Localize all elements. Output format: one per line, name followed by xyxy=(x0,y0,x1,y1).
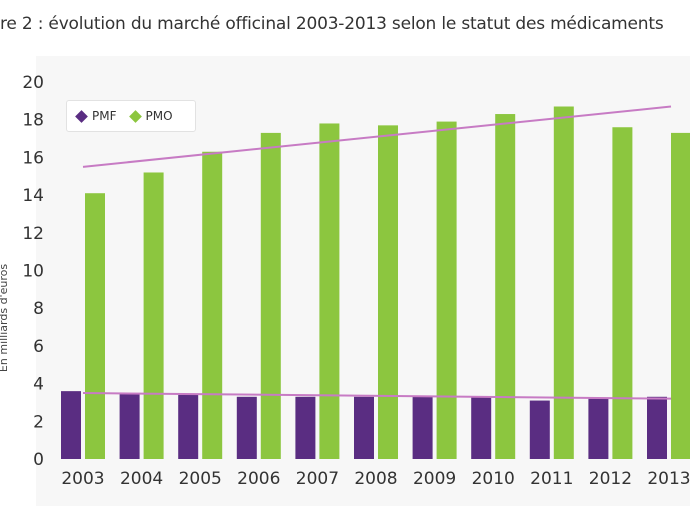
bar-pmo-2006 xyxy=(260,132,281,459)
x-tick-label: 2004 xyxy=(120,469,163,489)
legend-item-pmo: PMO xyxy=(128,109,173,123)
x-tick-label: 2006 xyxy=(237,469,280,489)
legend-label-pmf: PMF xyxy=(92,109,117,123)
bar-pmf-2011 xyxy=(529,400,550,459)
y-axis-label: En milliards d'euros xyxy=(0,264,10,372)
bar-pmf-2005 xyxy=(178,394,199,459)
bar-pmf-2012 xyxy=(588,398,609,459)
bar-pmo-2011 xyxy=(553,106,574,459)
x-axis-ticks: 2003 2004 2005 2006 2007 2008 2009 2010 2011 2012… xyxy=(61,469,690,489)
x-tick-label: 2007 xyxy=(296,469,339,489)
y-tick-label: 6 xyxy=(33,337,44,357)
y-tick-label: 8 xyxy=(33,299,44,319)
y-tick-label: 20 xyxy=(22,73,44,93)
y-tick-label: 0 xyxy=(33,450,44,470)
bar-pmf-2013 xyxy=(647,396,667,459)
bar-pmo-2008 xyxy=(378,125,398,459)
bar-pmo-2013 xyxy=(671,132,690,459)
bar-pmf-2003 xyxy=(61,391,81,459)
y-tick-label: 18 xyxy=(22,111,44,131)
bar-pmo-2012 xyxy=(612,127,633,460)
x-tick-label: 2005 xyxy=(179,469,222,489)
pmo-diamond-icon xyxy=(128,109,142,123)
y-tick-label: 14 xyxy=(22,186,44,206)
bar-pmo-2007 xyxy=(319,123,340,459)
x-tick-label: 2008 xyxy=(354,469,397,489)
bar-pmo-2003 xyxy=(85,193,105,459)
y-tick-label: 16 xyxy=(22,148,44,168)
x-tick-label: 2003 xyxy=(61,469,104,489)
bar-pmo-2009 xyxy=(436,121,457,460)
pmf-diamond-icon xyxy=(75,109,88,123)
x-tick-label: 2011 xyxy=(530,469,573,489)
legend-label-pmo: PMO xyxy=(145,109,173,123)
bar-pmf-2006 xyxy=(236,396,257,459)
y-tick-label: 4 xyxy=(33,375,44,395)
trendline-pmf xyxy=(82,392,672,400)
bar-pmo-2004 xyxy=(143,172,164,459)
bar-pmf-2004 xyxy=(119,393,140,459)
y-tick-label: 12 xyxy=(22,224,44,244)
trendlines-group xyxy=(82,105,672,400)
bar-pmf-2007 xyxy=(295,396,316,459)
bar-pmf-2010 xyxy=(471,396,492,459)
legend-item-pmf: PMF xyxy=(75,109,117,123)
chart-title: re 2 : évolution du marché officinal 200… xyxy=(0,14,664,34)
bar-pmo-2005 xyxy=(202,151,223,459)
chart-area: 0 2 4 6 8 10 12 14 16 18 20 2003 2004 2005 2006 2007 20… xyxy=(0,56,690,518)
x-tick-label: 2009 xyxy=(413,469,456,489)
bar-pmf-2009 xyxy=(412,396,433,459)
trendline-pmo xyxy=(82,105,672,168)
bar-pmo-2010 xyxy=(495,114,516,460)
y-axis-ticks: 0 2 4 6 8 10 12 14 16 18 20 xyxy=(22,73,44,470)
y-tick-label: 2 xyxy=(33,412,44,432)
x-tick-label: 2013 xyxy=(647,469,690,489)
x-tick-label: 2012 xyxy=(589,469,632,489)
y-tick-label: 10 xyxy=(22,262,44,282)
bar-pmf-2008 xyxy=(354,396,374,459)
legend: PMF PMO xyxy=(66,100,196,132)
x-tick-label: 2010 xyxy=(472,469,515,489)
